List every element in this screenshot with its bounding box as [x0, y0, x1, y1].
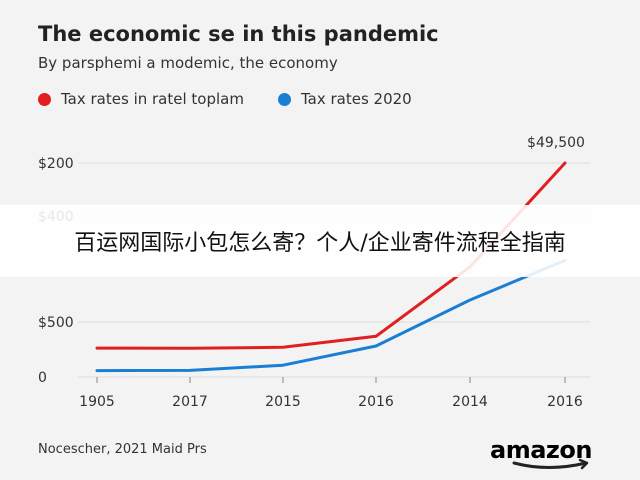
legend-item-red: Tax rates in ratel toplam: [38, 90, 244, 108]
legend-item-blue: Tax rates 2020: [277, 90, 412, 108]
x-tick-label: 2016: [358, 394, 394, 410]
y-tick-label: $200: [38, 156, 74, 172]
legend: Tax rates in ratel toplam Tax rates 2020: [38, 90, 446, 108]
legend-label-blue: Tax rates 2020: [300, 90, 412, 108]
chart-subtitle: By parsphemi a modemic, the economy: [38, 54, 338, 72]
overlay-banner: 百运网国际小包怎么寄？个人/企业寄件流程全指南: [0, 205, 640, 277]
series-line-blue: [95, 258, 567, 373]
source-footer: Nocescher, 2021 Maid Prs: [38, 442, 207, 457]
amazon-logo: amazon: [490, 436, 592, 470]
x-tick-label: 2017: [172, 394, 208, 410]
x-tick-label: 1905: [79, 394, 115, 410]
y-tick-label: 0: [38, 370, 47, 386]
y-tick-label: $500: [38, 315, 74, 331]
legend-label-red: Tax rates in ratel toplam: [61, 90, 244, 108]
legend-swatch-red: [38, 92, 51, 106]
x-tick-label: 2016: [547, 394, 583, 410]
peak-annotation: $49,500: [527, 135, 585, 151]
chart-title: The economic se in this pandemic: [38, 22, 439, 46]
legend-swatch-blue: [277, 92, 291, 106]
x-tick-label: 2014: [452, 394, 488, 410]
logo-text: amazon: [490, 436, 592, 464]
x-tick-label: 2015: [265, 394, 301, 410]
